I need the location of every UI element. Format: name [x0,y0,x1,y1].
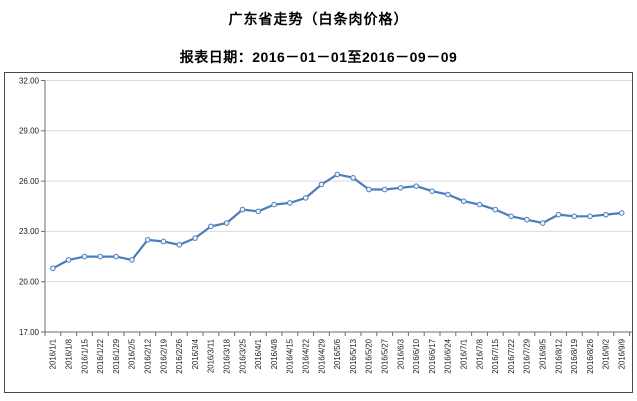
x-tick-label: 2016/8/5 [539,338,548,369]
x-tick-label: 2016/4/8 [270,339,279,369]
x-tick-label: 2016/1/15 [80,338,89,373]
y-tick-label: 29.00 [19,127,40,136]
data-point-marker [587,213,593,220]
data-point-marker [223,220,230,226]
data-point-marker [160,238,167,245]
x-tick-label: 2016/5/6 [333,339,342,369]
x-tick-label: 2016/1/1 [49,339,58,369]
trend-chart: 17.00 20.00 23.00 26.00 29.00 32.00 2016/1/1 20… [19,76,632,374]
price-line [51,173,623,270]
x-tick-label: 2016/7/1 [460,339,469,369]
data-point-marker [476,201,483,208]
y-tick-label: 32.00 [19,76,40,85]
x-tick-label: 2016/1/8 [65,339,74,369]
x-tick-label: 2016/2/26 [175,339,184,374]
x-tick-label: 2016/3/18 [223,339,232,374]
x-tick-label: 2016/8/26 [586,339,595,374]
chart-date-range: 报表日期：2016－01－01至2016－09－09 [179,49,458,65]
data-point-marker [366,186,372,193]
data-point-marker [571,213,578,220]
data-point-marker [271,201,277,208]
data-point-marker [413,183,420,189]
data-point-marker [460,198,467,205]
data-point-marker [255,208,262,215]
x-tick-label: 2016/4/15 [286,338,295,373]
data-point-marker [318,181,325,188]
data-point-marker [192,235,198,241]
x-tick-label: 2016/1/22 [96,339,105,374]
x-tick-label: 2016/3/4 [191,338,200,369]
data-point-marker [50,265,56,272]
x-tick-label: 2016/2/19 [159,339,168,374]
x-tick-label: 2016/6/3 [396,339,405,369]
x-tick-label: 2016/4/22 [302,339,311,374]
x-tick-label: 2016/7/8 [475,339,484,369]
x-tick-label: 2016/6/24 [444,338,453,373]
x-tick-label: 2016/3/11 [207,339,216,373]
data-point-marker [618,210,625,216]
data-point-marker [334,171,341,178]
x-tick-label: 2016/1/29 [112,339,121,374]
data-point-marker [113,253,119,260]
y-tick-label: 20.00 [19,278,40,287]
x-tick-label: 2016/5/27 [381,339,390,374]
data-point-marker [97,253,104,260]
data-point-marker [208,223,214,230]
data-point-marker [397,185,404,191]
x-tick-label: 2016/3/25 [238,338,247,373]
data-point-marker [524,216,530,223]
x-tick-label: 2016/2/5 [128,338,137,369]
x-tick-label: 2016/5/13 [349,339,358,374]
x-tick-label: 2016/8/19 [570,339,579,374]
data-point-marker [287,200,293,206]
chart-frame: 17.00 20.00 23.00 26.00 29.00 32.00 2016/1/1 20… [4,72,633,393]
y-tick-label: 23.00 [19,227,40,236]
y-tick-label: 26.00 [19,177,40,186]
data-point-marker [302,195,309,201]
x-tick-label: 2016/4/1 [254,339,263,369]
data-point-marker [144,236,151,243]
x-tick-label: 2016/6/10 [412,338,421,373]
data-point-marker [429,188,435,194]
x-tick-label: 2016/7/15 [491,338,500,373]
data-point-marker [508,213,514,220]
data-point-marker [81,253,88,260]
x-tick-label: 2016/9/2 [602,339,611,369]
x-tick-label: 2016/7/22 [507,339,516,374]
data-point-marker [492,206,499,213]
data-point-marker [129,257,135,263]
data-point-marker [539,220,546,226]
x-tick-label: 2016/5/20 [365,338,374,373]
x-tick-label: 2016/7/29 [523,339,532,374]
data-point-marker [176,242,183,248]
data-point-marker [350,174,356,181]
x-tick-label: 2016/6/17 [428,339,437,374]
x-tick-label: 2016/2/12 [144,339,153,374]
x-tick-label: 2016/9/9 [618,339,627,369]
x-tick-label: 2016/8/12 [554,339,563,374]
data-point-marker [445,191,451,198]
data-point-marker [603,211,609,218]
data-point-marker [555,211,562,218]
data-point-marker [239,206,246,213]
x-tick-label: 2016/4/29 [317,339,326,374]
data-point-marker [381,186,388,193]
y-tick-label: 17.00 [19,328,40,337]
chart-title: 广东省走势（白条肉价格） [228,11,409,27]
data-point-marker [65,257,72,263]
